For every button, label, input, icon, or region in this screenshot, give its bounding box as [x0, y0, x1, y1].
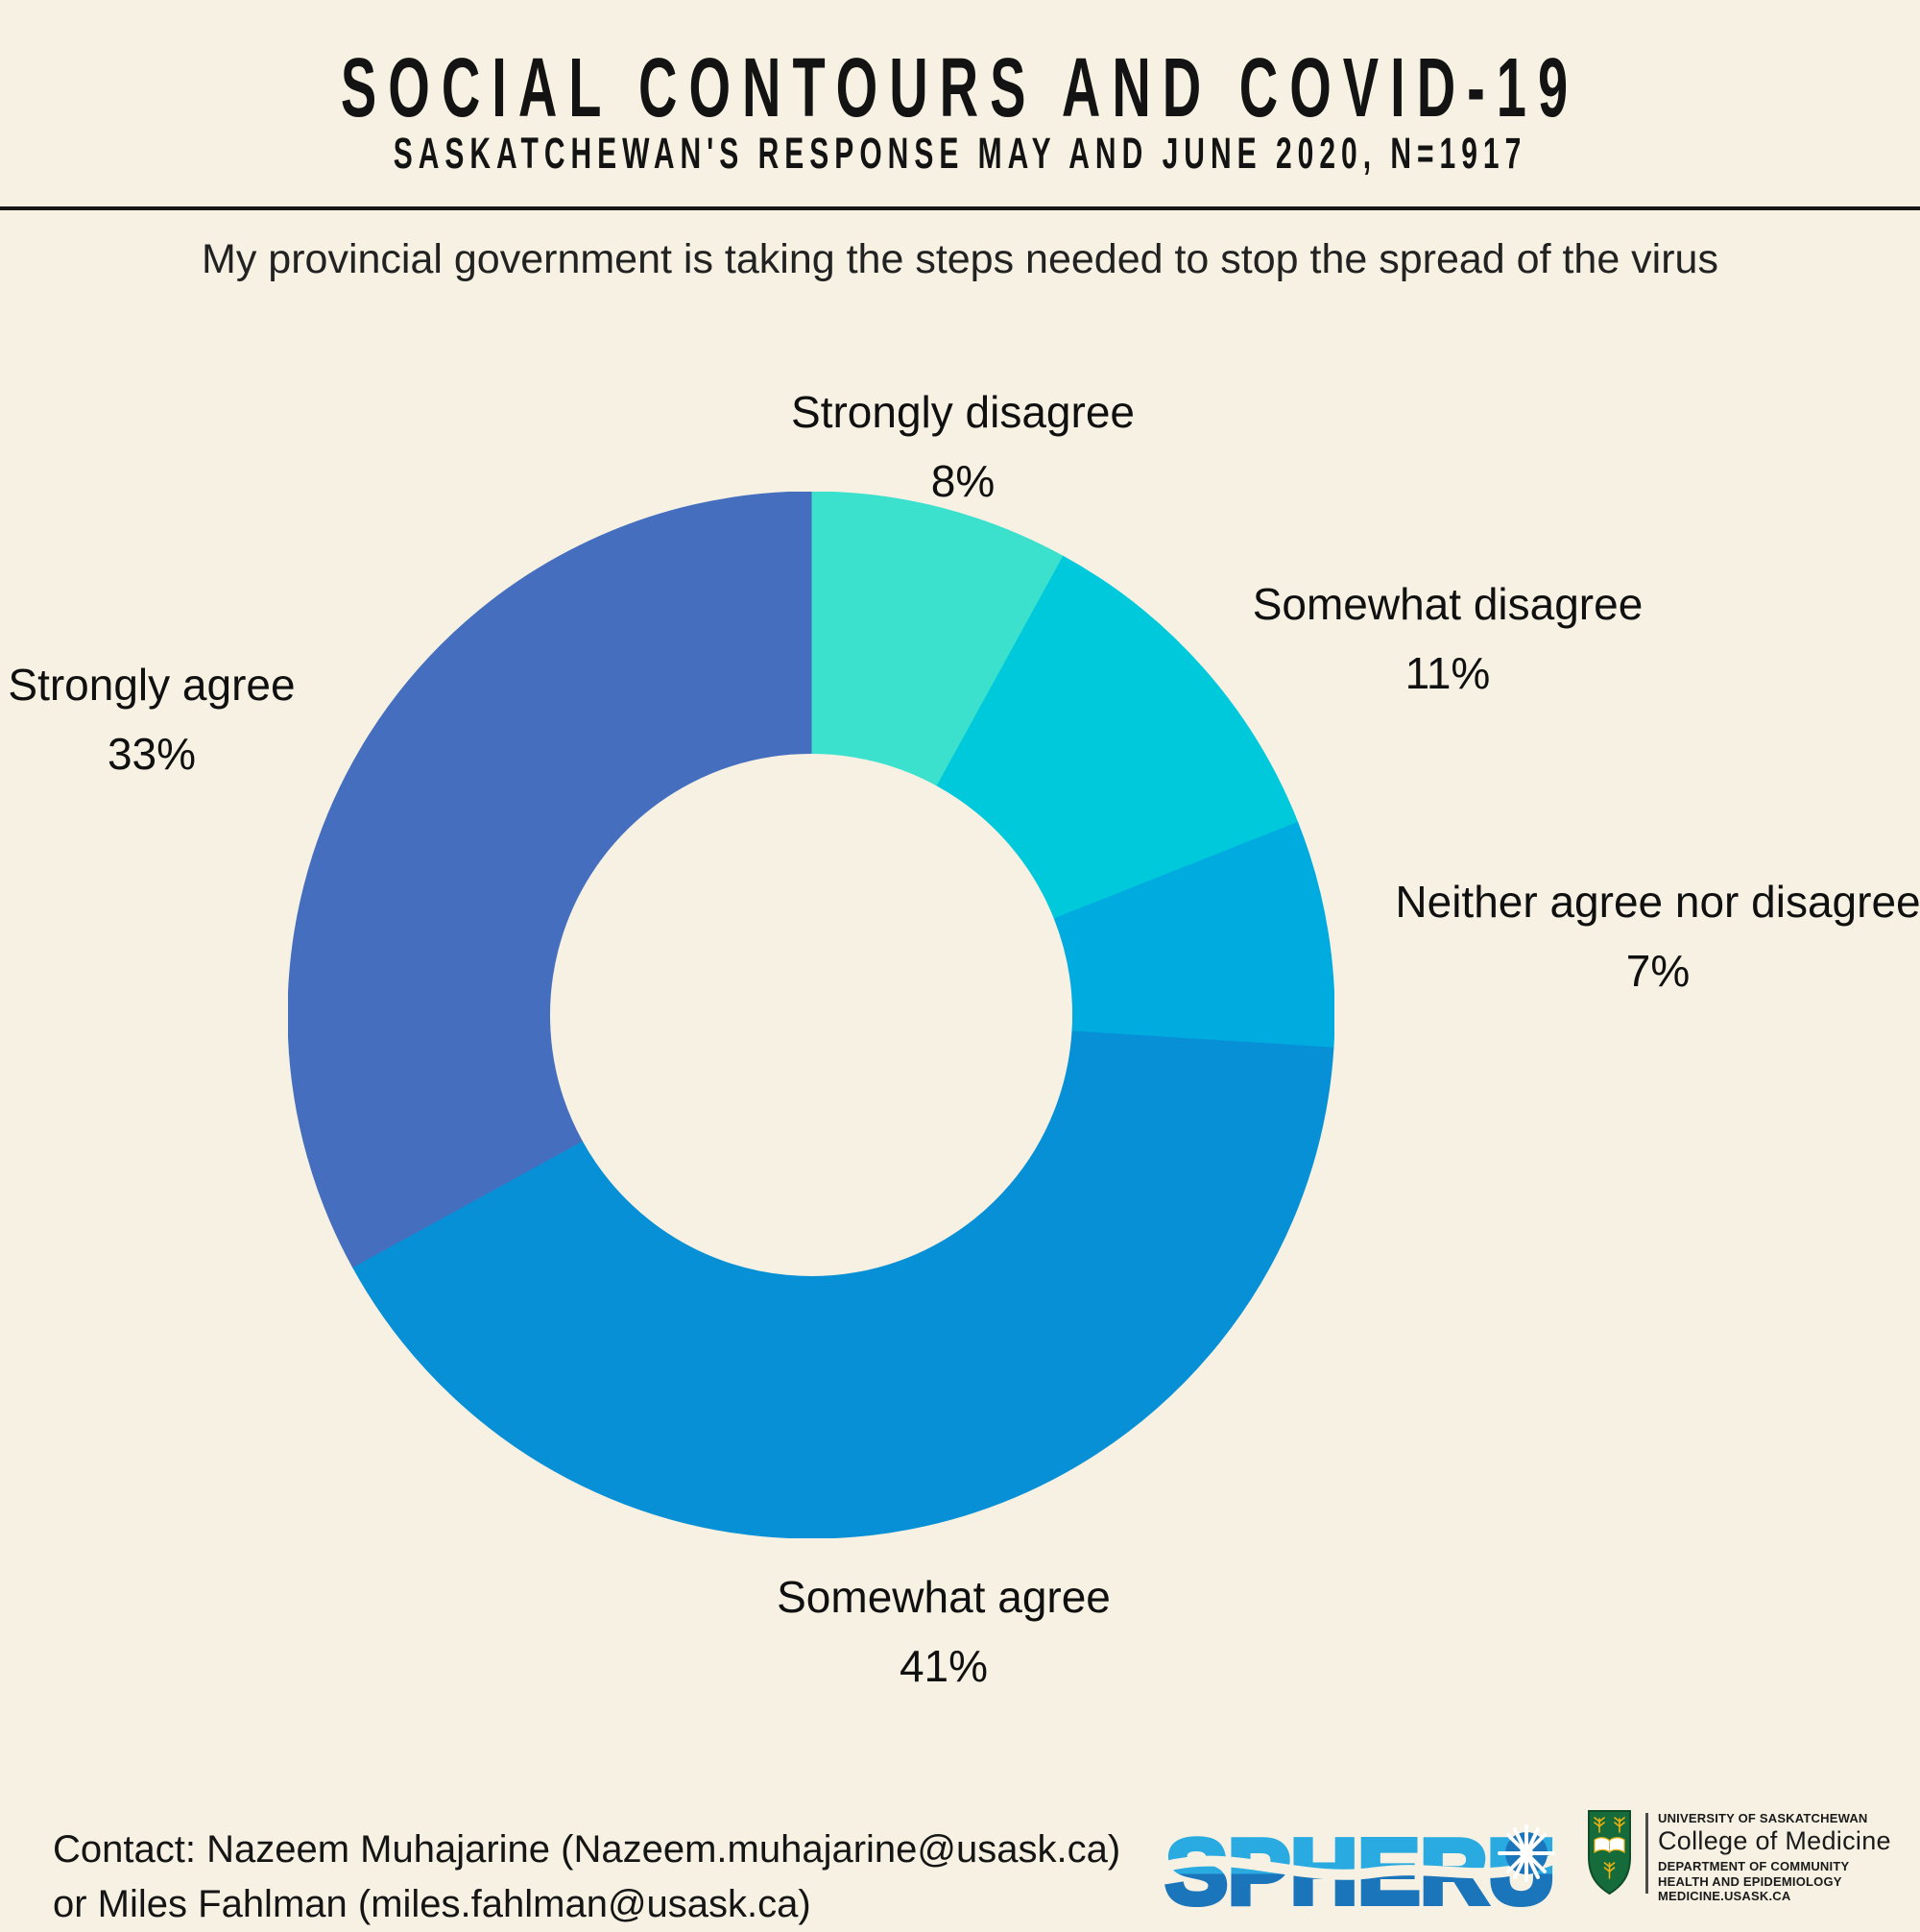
segment-label-somewhat-disagree: Somewhat disagree 11% — [1253, 570, 1644, 709]
contact-line-1: Contact: Nazeem Muhajarine (Nazeem.muhaj… — [53, 1828, 1121, 1871]
segment-label-strongly-disagree: Strongly disagree 8% — [791, 378, 1135, 517]
university-text-block: UNIVERSITY OF SASKATCHEWAN College of Me… — [1658, 1811, 1891, 1904]
segment-label-value: 8% — [930, 455, 996, 506]
survey-question: My provincial government is taking the s… — [202, 236, 1718, 282]
page-title: SOCIAL CONTOURS AND COVID-19 — [0, 29, 1920, 134]
segment-label-text: Neither agree nor disagree — [1395, 877, 1920, 927]
wheat-sheaf-icons — [1594, 1817, 1625, 1879]
university-shield-icon — [1588, 1810, 1631, 1896]
logo-divider-line — [1645, 1813, 1648, 1894]
open-book-icon — [1594, 1837, 1625, 1854]
segment-label-value: 41% — [899, 1640, 989, 1691]
segment-label-neither-agree-nor-disagree: Neither agree nor disagree 7% — [1395, 868, 1920, 1006]
donut-segment-strongly-disagree — [810, 492, 1065, 786]
department-url: MEDICINE.USASK.CA — [1658, 1889, 1791, 1904]
segment-label-text: Somewhat agree — [777, 1572, 1111, 1622]
segment-label-text: Strongly disagree — [791, 387, 1135, 437]
segment-label-value: 33% — [107, 728, 197, 779]
college-name: College of Medicine — [1658, 1826, 1891, 1855]
page-subtitle: SASKATCHEWAN'S RESPONSE MAY AND JUNE 202… — [0, 117, 1920, 179]
segment-label-strongly-agree: Strongly agree 33% — [8, 651, 295, 789]
contact-line-2: or Miles Fahlman (miles.fahlman@usask.ca… — [53, 1882, 811, 1925]
header-divider-line — [0, 206, 1920, 210]
segment-label-value: 11% — [1404, 647, 1491, 698]
segment-label-somewhat-agree: Somewhat agree 41% — [777, 1563, 1111, 1702]
segment-label-text: Strongly agree — [8, 660, 296, 710]
donut-segment-somewhat-disagree — [936, 555, 1299, 920]
department-line-1: DEPARTMENT OF COMMUNITY — [1658, 1859, 1850, 1873]
contact-info: Contact: Nazeem Muhajarine (Nazeem.muhaj… — [53, 1823, 1120, 1932]
donut-segment-strongly-agree — [288, 492, 812, 1268]
department-line-2: HEALTH AND EPIDEMIOLOGY — [1658, 1873, 1842, 1889]
page-title-text: SOCIAL CONTOURS AND COVID-19 — [340, 39, 1580, 134]
segment-label-value: 7% — [1625, 945, 1691, 996]
spheru-wave-swoosh — [1164, 1849, 1563, 1880]
donut-chart — [288, 492, 1334, 1538]
segment-label-text: Somewhat disagree — [1252, 579, 1644, 629]
university-name: UNIVERSITY OF SASKATCHEWAN — [1658, 1811, 1868, 1825]
spheru-starburst-icon — [1498, 1824, 1555, 1882]
donut-segment-somewhat-agree — [351, 1030, 1334, 1538]
page-subtitle-text: SASKATCHEWAN'S RESPONSE MAY AND JUNE 202… — [393, 131, 1527, 179]
spheru-logo: SPHERU — [1164, 1819, 1563, 1920]
